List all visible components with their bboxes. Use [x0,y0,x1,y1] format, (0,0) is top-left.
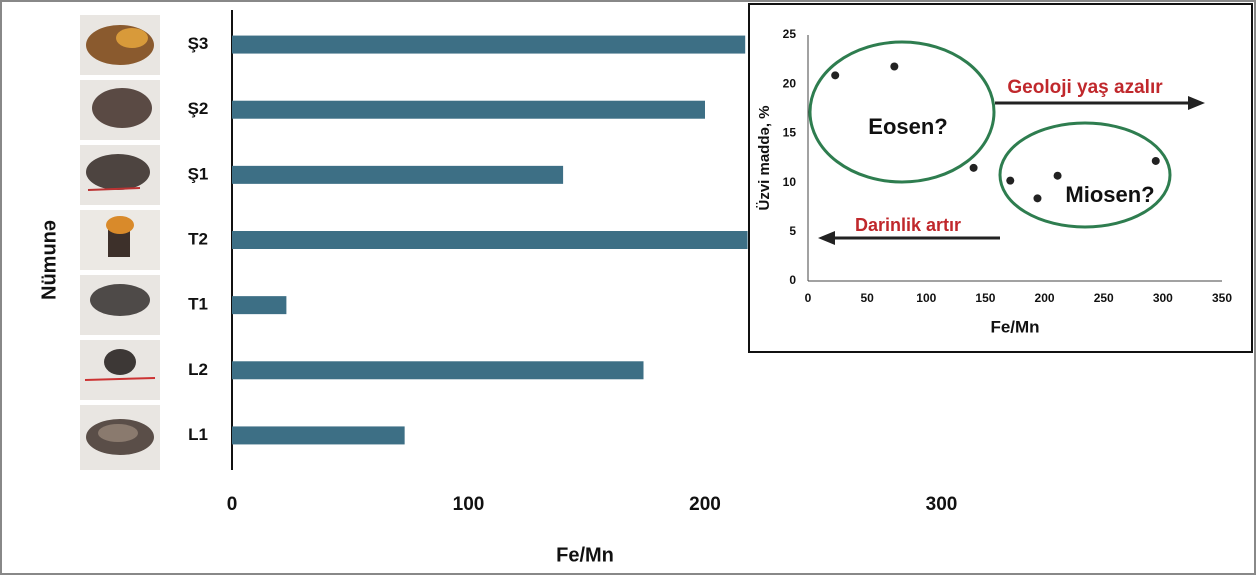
y-axis-title: Nümunə [38,220,60,300]
point [1054,172,1062,180]
bar [232,426,405,444]
category-label: L2 [188,360,208,379]
point [970,164,978,172]
inset-x-axis-title: Fe/Mn [990,317,1039,336]
point [1033,194,1041,202]
category-label: L1 [188,425,208,444]
category-label: Ş1 [188,164,209,183]
inset-y-axis-title: Üzvi maddə, % [756,105,773,210]
x-tick-label: 0 [805,291,812,305]
x-tick-label: 100 [916,291,936,305]
bar [232,296,286,314]
x-tick-label: 200 [1035,291,1055,305]
x-tick-label: 200 [689,494,721,515]
annotation: Eosen? [868,114,947,139]
category-label: Ş2 [188,99,209,118]
category-label: T1 [188,295,208,314]
y-tick-label: 20 [783,76,797,90]
y-tick-label: 0 [789,273,796,287]
x-tick-label: 100 [453,494,485,515]
annotation: Darinlik artır [855,215,961,235]
x-tick-label: 250 [1094,291,1114,305]
x-axis-title: Fe/Mn [556,544,614,566]
bar [232,36,745,54]
annotation: Miosen? [1065,182,1154,207]
x-tick-label: 50 [860,291,874,305]
bar [232,231,748,249]
y-tick-label: 10 [783,175,797,189]
bar [232,166,563,184]
point [831,71,839,79]
annotation: Geoloji yaş azalır [1007,77,1163,98]
x-tick-label: 350 [1212,291,1232,305]
bar [232,361,644,379]
point [890,62,898,70]
x-tick-label: 0 [227,494,238,515]
y-tick-label: 5 [789,224,796,238]
y-tick-label: 25 [783,27,797,41]
x-tick-label: 300 [1153,291,1173,305]
category-label: T2 [188,229,208,248]
figure: Nümunə Fe/Mn 0100200300Ş3Ş2Ş1T2T1L2L1 Eo… [0,0,1256,575]
y-tick-label: 15 [783,126,797,140]
bar [232,101,705,119]
point [1006,177,1014,185]
point [1152,157,1160,165]
category-label: Ş3 [188,34,209,53]
x-tick-label: 150 [975,291,995,305]
x-tick-label: 300 [926,494,958,515]
